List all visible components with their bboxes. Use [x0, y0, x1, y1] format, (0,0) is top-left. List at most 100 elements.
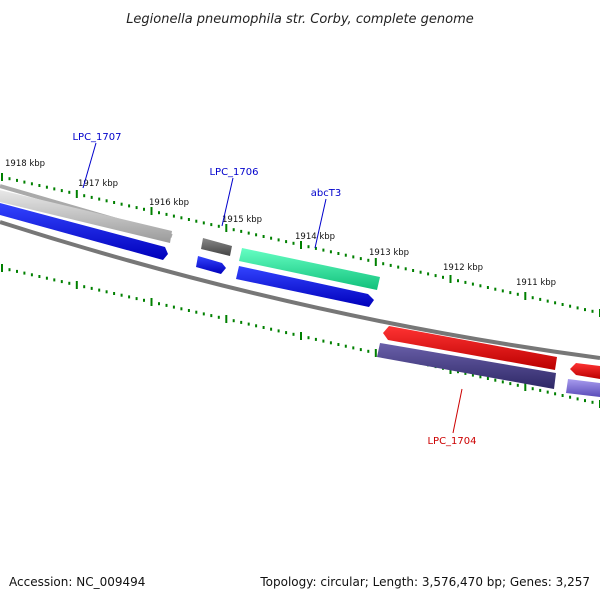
minor-tick [98, 197, 101, 201]
minor-tick [128, 295, 131, 299]
minor-tick [172, 305, 175, 309]
minor-tick [16, 269, 18, 273]
minor-tick [516, 292, 519, 296]
minor-tick [539, 297, 542, 301]
minor-tick [561, 394, 564, 397]
gene-label-leaders [82, 142, 463, 434]
minor-tick [412, 269, 415, 272]
minor-tick [180, 216, 183, 220]
minor-tick [195, 310, 198, 314]
minor-tick [202, 312, 205, 316]
minor-tick [30, 182, 33, 186]
minor-tick [494, 378, 497, 382]
minor-tick [23, 180, 26, 184]
gene-label-lpc-1707[interactable]: LPC_1707 [72, 132, 121, 143]
minor-tick [187, 218, 190, 221]
minor-tick [60, 189, 63, 193]
minor-tick [322, 248, 325, 252]
minor-tick [53, 278, 56, 282]
cds-bar-green[interactable] [239, 248, 380, 290]
minor-tick [344, 253, 347, 257]
minor-tick [45, 276, 48, 280]
minor-tick [38, 184, 41, 187]
major-tick [225, 224, 228, 232]
cds-bar-lavender[interactable] [566, 379, 600, 397]
genome-info-text: Topology: circular; Length: 3,576,470 bp… [259, 575, 590, 589]
minor-tick [16, 178, 18, 182]
accession-text: Accession: NC_009494 [9, 575, 145, 589]
minor-tick [83, 194, 86, 198]
minor-tick [352, 346, 355, 350]
minor-tick [270, 236, 273, 240]
major-tick [75, 190, 78, 198]
cds-bar-navy[interactable] [377, 343, 556, 389]
minor-tick [419, 270, 422, 274]
minor-tick [367, 349, 370, 353]
major-tick [524, 383, 527, 391]
minor-tick [516, 383, 519, 387]
tick-label: 1914 kbp [295, 232, 335, 242]
tick-label: 1916 kbp [149, 198, 189, 208]
minor-tick [143, 207, 145, 211]
leader-line [82, 142, 97, 189]
minor-tick [180, 307, 183, 311]
minor-tick [479, 375, 482, 379]
minor-tick [314, 337, 317, 341]
minor-tick [591, 400, 594, 404]
minor-tick [471, 373, 474, 377]
minor-tick [23, 271, 26, 275]
minor-tick [501, 380, 504, 384]
minor-tick [509, 291, 512, 295]
gene-label-lpc-1706[interactable]: LPC_1706 [209, 167, 258, 178]
minor-tick [464, 371, 467, 375]
minor-tick [352, 255, 355, 259]
minor-tick [217, 224, 220, 228]
gene-arrow-blue-2[interactable] [196, 256, 226, 274]
gene-arrow-red-1[interactable] [383, 326, 557, 370]
minor-tick [584, 308, 586, 312]
tick-label: 1915 kbp [222, 215, 262, 225]
gene-label-lpc-1704[interactable]: LPC_1704 [427, 436, 476, 447]
reverse-features [377, 326, 600, 397]
minor-tick [359, 348, 362, 352]
gene-arrow-red-2[interactable] [570, 363, 600, 379]
gene-label-abct3[interactable]: abcT3 [311, 188, 341, 199]
minor-tick [382, 262, 385, 266]
minor-tick [120, 202, 123, 206]
minor-tick [172, 214, 175, 218]
tick-label: 1911 kbp [516, 278, 556, 288]
minor-tick [68, 281, 71, 285]
cds-bar-dark[interactable] [201, 238, 232, 256]
minor-tick [464, 280, 467, 284]
major-tick [1, 173, 3, 181]
gene-arrow-blue-3[interactable] [236, 266, 374, 307]
major-tick [150, 207, 153, 215]
minor-tick [344, 344, 347, 348]
minor-tick [337, 343, 340, 346]
minor-tick [591, 309, 594, 313]
minor-tick [90, 195, 93, 199]
minor-tick [367, 258, 370, 262]
gene-arrow-blue-1[interactable] [0, 203, 168, 260]
minor-tick [113, 292, 116, 295]
minor-tick [554, 301, 557, 305]
gene-labels: LPC_1707 LPC_1706 abcT3 LPC_1704 [72, 132, 476, 447]
minor-tick [509, 382, 512, 386]
minor-tick [561, 303, 564, 306]
minor-tick [135, 297, 138, 301]
minor-tick [240, 229, 243, 233]
minor-tick [554, 392, 557, 396]
minor-tick [38, 275, 41, 278]
minor-tick [83, 285, 86, 289]
minor-tick [307, 336, 310, 340]
minor-tick [128, 204, 131, 208]
cds-bar-grey[interactable] [0, 190, 172, 243]
minor-tick [30, 273, 33, 277]
minor-tick [195, 219, 198, 223]
minor-tick [90, 286, 93, 290]
major-tick [524, 292, 527, 300]
minor-tick [427, 272, 430, 276]
major-tick [300, 332, 302, 340]
tick-label: 1913 kbp [369, 248, 409, 258]
minor-tick [404, 267, 407, 271]
